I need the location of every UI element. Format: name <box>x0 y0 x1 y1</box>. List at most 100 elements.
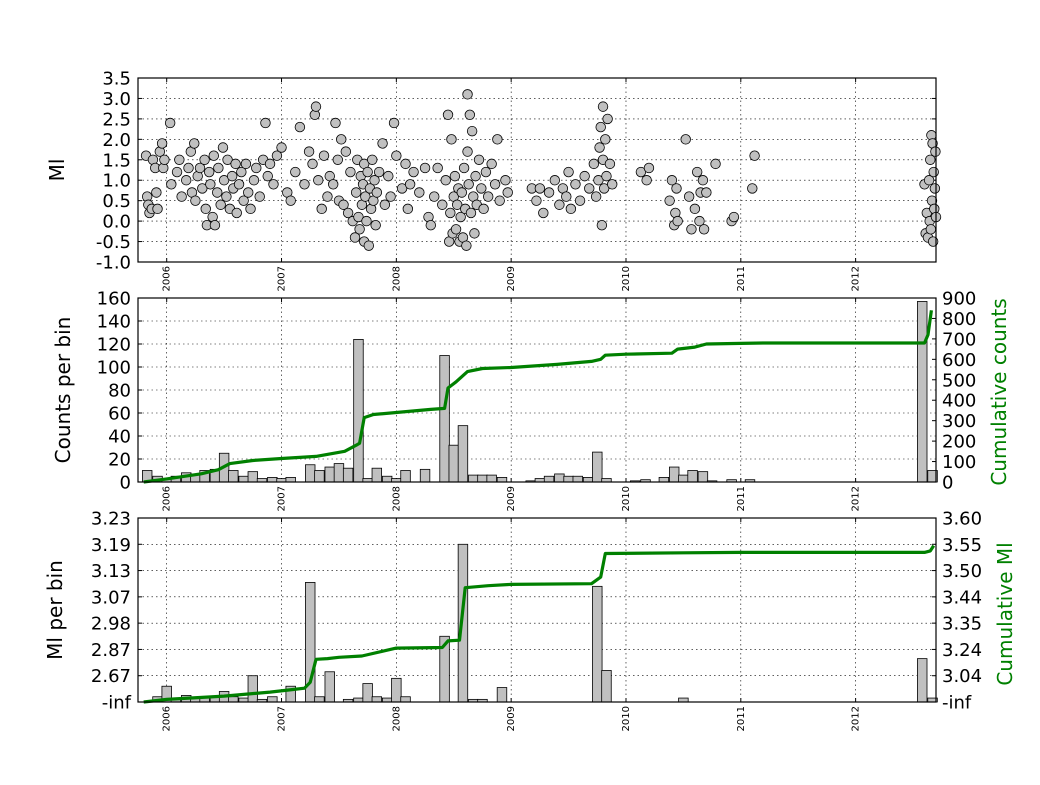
data-point <box>455 211 466 223</box>
data-point <box>371 187 383 198</box>
data-point <box>276 142 287 153</box>
x-tick-label: 2010 <box>621 486 632 511</box>
data-point <box>313 175 324 186</box>
y-tick-label: 2.0 <box>102 130 131 151</box>
data-point <box>747 183 758 194</box>
histogram-bar <box>496 476 508 483</box>
data-point <box>561 191 572 202</box>
x-tick-label: 2006 <box>162 706 173 731</box>
histogram-bar <box>381 475 393 483</box>
y2-tick-label: 400 <box>942 391 976 412</box>
x-tick-label: 2009 <box>506 266 517 291</box>
histogram-bar <box>917 301 928 483</box>
data-point <box>593 175 604 186</box>
data-point <box>701 187 712 198</box>
data-point <box>336 134 347 145</box>
data-point <box>203 166 215 178</box>
data-point <box>243 187 254 198</box>
data-point <box>349 232 361 243</box>
histogram-bar <box>333 463 345 483</box>
data-point <box>199 154 210 165</box>
histogram-bar <box>687 470 698 483</box>
histogram-bar <box>400 696 411 703</box>
histogram-bar <box>419 468 431 483</box>
y-tick-label: 0 <box>120 473 131 494</box>
data-point <box>290 166 301 178</box>
data-point <box>248 175 260 186</box>
histogram-bar <box>592 585 603 703</box>
y-tick-label: 120 <box>97 335 131 356</box>
data-point <box>594 142 605 153</box>
data-point <box>538 207 549 219</box>
x-tick-label: 2007 <box>277 706 288 731</box>
histogram-bar <box>247 471 259 483</box>
x-tick-label: 2008 <box>391 486 402 511</box>
histogram-bar <box>496 687 508 703</box>
y-tick-label: -0.5 <box>96 232 131 253</box>
data-point <box>166 179 177 190</box>
data-point <box>318 150 330 161</box>
data-point <box>456 187 467 198</box>
data-point <box>446 134 457 145</box>
data-point <box>596 219 608 231</box>
data-point <box>164 117 176 129</box>
data-point <box>710 158 721 170</box>
data-point <box>579 170 590 182</box>
data-point <box>570 179 581 190</box>
data-point <box>310 101 322 112</box>
data-point <box>221 191 232 202</box>
x-tick-label: 2010 <box>621 706 632 731</box>
histogram-bar <box>658 476 670 483</box>
y2-axis-label: Cumulative Ml <box>993 542 1017 685</box>
y2-tick-label: 700 <box>942 329 976 350</box>
x-tick-label: 2012 <box>851 266 862 291</box>
data-point <box>181 175 192 186</box>
data-point <box>697 175 709 186</box>
data-point <box>299 179 310 190</box>
histogram-bar <box>228 470 239 483</box>
histogram-bar <box>563 475 574 483</box>
y-tick-label: 3.23 <box>91 509 131 530</box>
histogram-bar <box>391 677 402 703</box>
histogram-bar <box>267 696 278 703</box>
data-point <box>429 191 440 202</box>
data-point <box>465 207 477 219</box>
data-point <box>316 203 327 215</box>
histogram-bar <box>601 670 612 703</box>
data-point <box>602 113 613 125</box>
data-point <box>588 158 600 170</box>
y-tick-label: 3.0 <box>102 89 131 110</box>
data-point <box>549 175 560 186</box>
data-point <box>251 162 262 174</box>
y2-tick-label: 3.24 <box>942 640 982 661</box>
y-tick-label: 2.87 <box>91 640 131 661</box>
histogram-bar <box>371 467 383 483</box>
histogram-bar <box>324 466 335 483</box>
data-point <box>212 187 223 198</box>
data-point <box>492 134 503 145</box>
data-point <box>156 138 168 149</box>
data-point <box>584 183 595 194</box>
data-point <box>350 187 362 198</box>
data-point <box>152 203 163 215</box>
data-point <box>262 170 273 182</box>
data-point <box>238 195 249 206</box>
y-tick-label: 0.0 <box>102 212 131 233</box>
data-point <box>285 195 296 206</box>
histogram-bar <box>486 474 497 483</box>
data-point <box>369 175 380 186</box>
data-point <box>233 179 245 190</box>
histogram-bar <box>267 476 278 483</box>
data-point <box>209 219 221 231</box>
cumulative-ml-line <box>143 544 936 704</box>
data-point <box>236 166 247 178</box>
data-point <box>440 175 451 186</box>
data-point <box>691 166 703 178</box>
data-point <box>240 158 252 170</box>
histogram-bar <box>439 355 450 483</box>
y-tick-label: 0.5 <box>102 191 131 212</box>
data-point <box>205 179 216 190</box>
x-tick-label: 2008 <box>391 706 402 731</box>
y-tick-label: 20 <box>108 450 131 471</box>
data-point <box>494 195 505 206</box>
